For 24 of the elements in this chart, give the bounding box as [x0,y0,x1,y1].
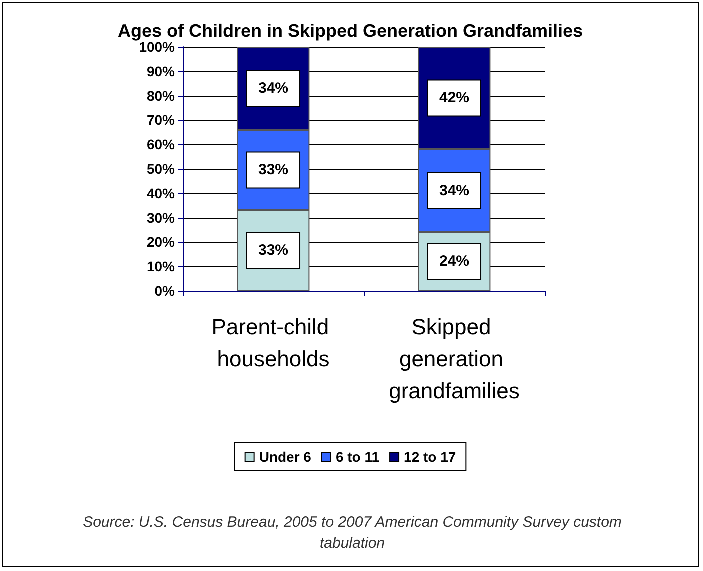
x-tick-label: Skipped generation grandfamilies [389,314,520,404]
source-note: Source: U.S. Census Bureau, 2005 to 2007 American Community Survey custom tabulation [82,513,623,554]
y-tick-label: 40% [146,185,176,202]
x-tick-label: Parent-child households [212,314,336,372]
y-tick-label: 0% [154,283,176,299]
y-tick-label: 100% [139,39,176,55]
y-tick-label: 80% [146,88,176,104]
y-tick-label: 90% [146,63,176,80]
data-label: 34% [258,80,289,97]
y-tick-label: 50% [146,161,176,177]
data-label: 42% [439,90,470,107]
y-tick-label: 10% [146,258,176,275]
legend-label: 12 to 17 [404,449,456,465]
data-label: 33% [258,242,289,260]
y-tick-label: 30% [146,210,176,226]
legend-label: 6 to 11 [336,449,380,465]
data-label: 24% [439,253,470,270]
legend-label: Under 6 [259,449,312,465]
y-tick-label: 60% [146,136,176,153]
y-tick-label: 20% [146,234,176,250]
y-tick-label: 70% [146,112,176,128]
data-label: 33% [258,162,289,179]
data-label: 34% [439,182,470,200]
chart-title: Ages of Children in Skipped Generation Grandfamilies [118,21,584,41]
